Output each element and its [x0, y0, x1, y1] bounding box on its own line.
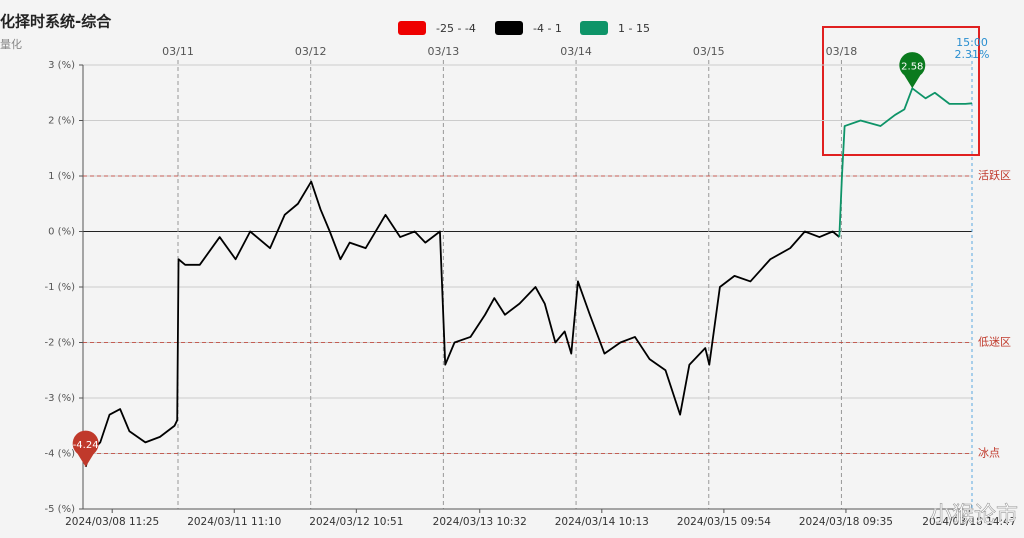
day-tick-label: 03/14 [560, 45, 592, 58]
y-tick-label: 2 (%) [48, 116, 75, 127]
y-tick-label: -4 (%) [45, 449, 76, 460]
watermark: 小猴论市 [930, 503, 1018, 528]
chart-title: 化择时系统-综合 [0, 13, 112, 31]
day-tick-label: 03/13 [428, 45, 460, 58]
reference-label: 活跃区 [978, 168, 1011, 182]
legend-swatch [580, 21, 608, 35]
y-tick-label: 1 (%) [48, 171, 75, 182]
end-time: 15:00 [956, 36, 988, 49]
pin-label: -4.24 [73, 440, 99, 451]
end-value: 2.31% [955, 48, 990, 61]
reference-label: 低迷区 [978, 336, 1011, 349]
legend-label: 1 - 15 [618, 22, 650, 35]
day-tick-label: 03/12 [295, 45, 327, 58]
legend-label: -4 - 1 [533, 22, 562, 35]
legend-swatch [398, 21, 426, 35]
line-segment [838, 87, 973, 238]
y-tick-label: -2 (%) [45, 338, 76, 349]
x-tick-label: 2024/03/11 11:10 [187, 516, 281, 528]
x-tick-label: 2024/03/14 10:13 [555, 516, 649, 528]
x-tick-label: 2024/03/12 10:51 [309, 516, 403, 528]
x-tick-label: 2024/03/08 11:25 [65, 516, 159, 528]
chart-subtitle: 量化 [0, 37, 22, 51]
pin [72, 430, 99, 467]
x-tick-label: 2024/03/18 09:35 [799, 516, 893, 528]
x-tick-label: 2024/03/18 14:47 [922, 516, 1016, 528]
y-tick-label: 3 (%) [48, 60, 75, 71]
x-tick-label: 2024/03/15 09:54 [677, 516, 771, 528]
y-tick-label: -1 (%) [45, 282, 76, 293]
y-tick-label: 0 (%) [48, 227, 75, 238]
y-tick-label: -5 (%) [45, 504, 76, 515]
highlight-box [822, 26, 980, 156]
reference-label: 冰点 [978, 447, 1000, 460]
x-tick-label: 2024/03/13 10:32 [433, 516, 527, 528]
day-tick-label: 03/18 [826, 45, 858, 58]
y-tick-label: -3 (%) [45, 393, 76, 404]
pin-label: 2.58 [901, 61, 923, 72]
legend-label: -25 - -4 [436, 22, 476, 35]
line-segment [84, 180, 840, 468]
pin [899, 52, 926, 89]
legend-swatch [495, 21, 523, 35]
day-tick-label: 03/15 [693, 45, 725, 58]
day-tick-label: 03/11 [162, 45, 194, 58]
